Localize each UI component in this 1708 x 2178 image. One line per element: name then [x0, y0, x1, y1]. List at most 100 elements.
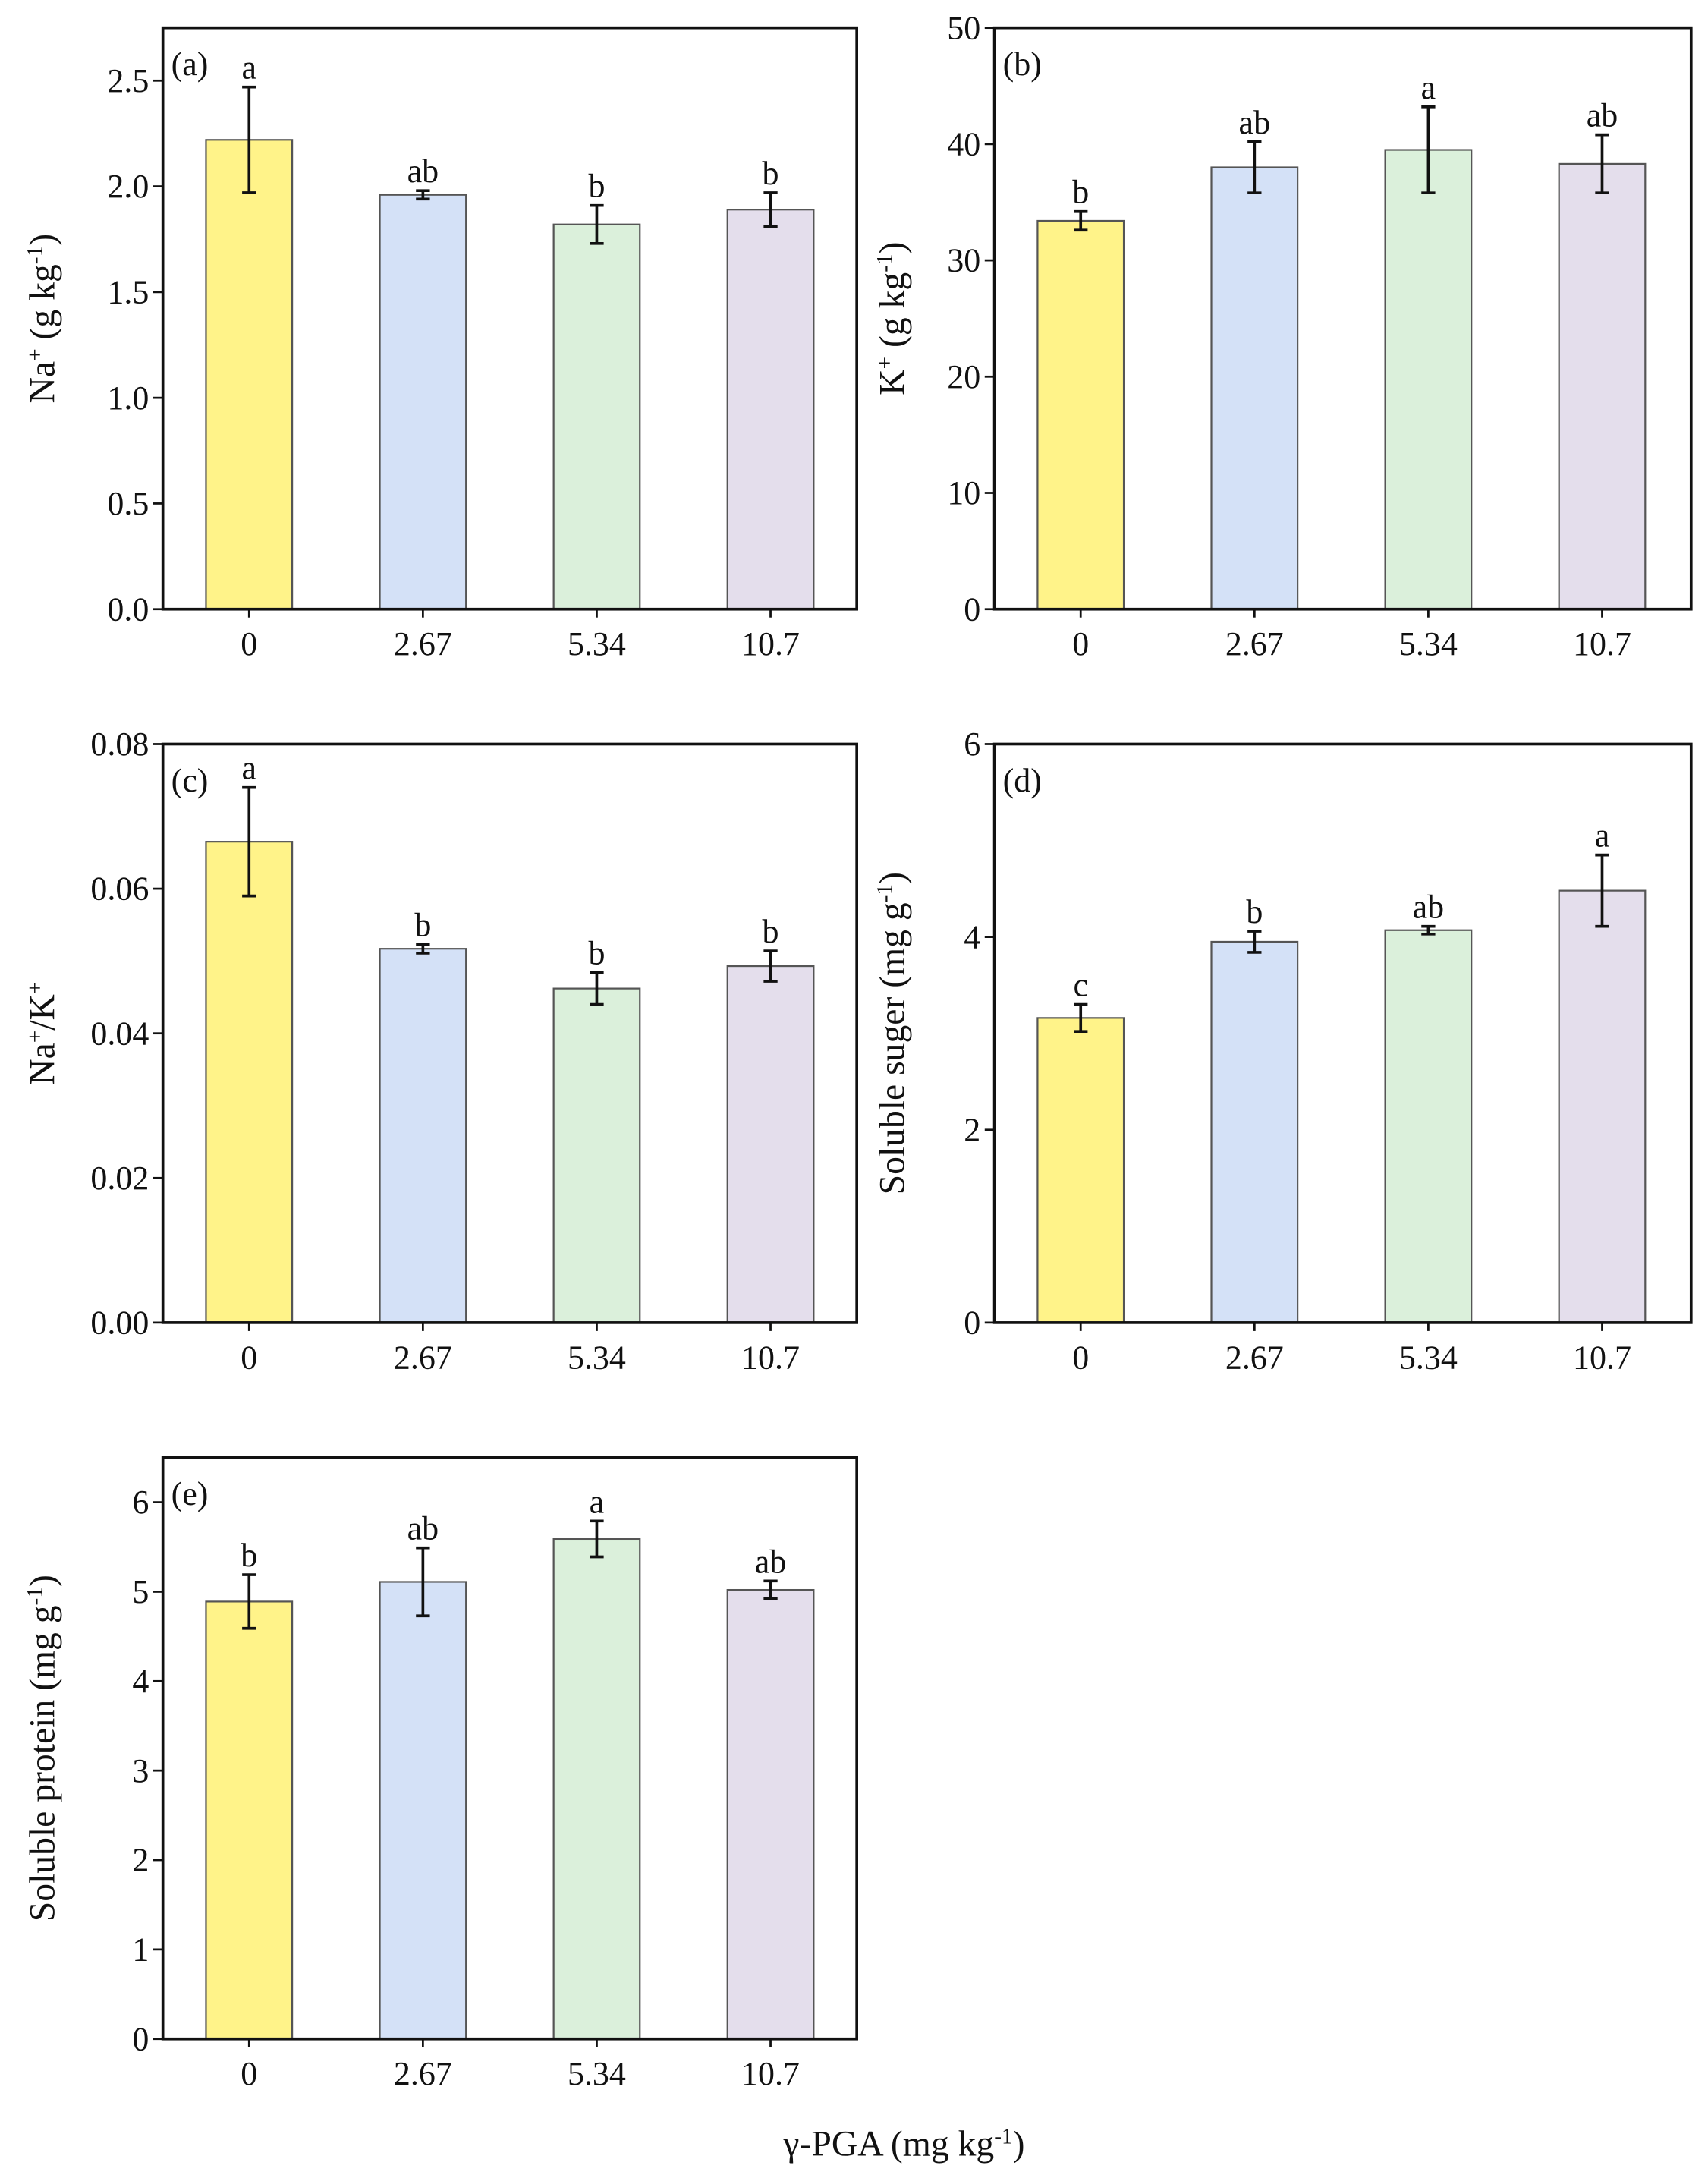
y-tick-label: 2: [964, 1111, 980, 1148]
label-part: (g kg: [873, 272, 912, 357]
y-axis-label: Na+ (g kg-1): [24, 234, 63, 404]
superscript: -1: [24, 1587, 48, 1605]
x-tick-label: 2.67: [1225, 1339, 1284, 1376]
y-tick-label: 30: [947, 242, 980, 279]
x-tick-label: 5.34: [568, 1339, 626, 1376]
y-tick-label: 3: [132, 1752, 149, 1789]
y-tick-label: 1: [132, 1931, 149, 1969]
y-tick-label: 5: [132, 1573, 149, 1610]
significance-letter: c: [1073, 967, 1088, 1004]
panel-d: c 0 b 2.67 ab 5.34 a 10.7 0 2 4 6 (d) Soluble suger (…: [873, 725, 1693, 1376]
significance-letter: ab: [407, 1510, 439, 1547]
label-part: K: [873, 369, 912, 395]
x-tick-label: 10.7: [1573, 625, 1631, 663]
superscript: +: [24, 982, 48, 995]
y-tick-label: 4: [132, 1663, 149, 1700]
x-tick-label: 0: [1072, 1339, 1089, 1376]
bar: [205, 841, 294, 1323]
bar: [379, 948, 467, 1323]
label-part: ): [873, 241, 912, 253]
bar: [726, 965, 815, 1323]
bar: [552, 1538, 641, 2040]
y-tick-label: 20: [947, 358, 980, 395]
bar: [1558, 162, 1647, 610]
y-tick-label: 6: [964, 725, 980, 763]
x-tick-label: 5.34: [568, 2055, 626, 2092]
plot-frame: [161, 742, 858, 1324]
x-axis-label: γ-PGA (mg kg-1): [782, 2125, 1024, 2164]
label-part: ): [24, 1575, 63, 1587]
panel-c: a 0 b 2.67 b 5.34 b 10.7 0.00 0.02 0.04 0.06 0.08 (c)…: [24, 725, 858, 1376]
y-axis-label: Na+/K+: [24, 982, 63, 1085]
bar: [379, 194, 467, 610]
significance-letter: ab: [1239, 104, 1271, 141]
y-tick-label: 0.00: [90, 1305, 149, 1342]
y-tick-label: 2: [132, 1842, 149, 1879]
y-tick-label: 0.06: [90, 870, 149, 908]
y-tick-label: 0.5: [107, 485, 149, 522]
plot-frame: [161, 26, 858, 611]
y-axis-label: Soluble suger (mg g-1): [873, 872, 912, 1194]
bar: [1036, 219, 1125, 610]
significance-letter: ab: [407, 153, 439, 190]
significance-letter: b: [241, 1537, 257, 1574]
plot-frame: [992, 742, 1693, 1324]
bar: [1036, 1017, 1125, 1323]
x-tick-label: 5.34: [1399, 1339, 1458, 1376]
significance-letter: b: [1072, 174, 1089, 211]
plot-frame: [161, 1456, 858, 2041]
y-tick-label: 0.08: [90, 725, 149, 763]
y-tick-label: 2.5: [107, 62, 149, 99]
bar: [1384, 929, 1473, 1323]
bar: [1384, 149, 1473, 610]
significance-letter: b: [414, 906, 431, 943]
y-axis-label: K+ (g kg-1): [873, 241, 912, 395]
x-tick-label: 2.67: [394, 1339, 452, 1376]
bar: [1210, 166, 1299, 610]
panel-a: a 0 ab 2.67 b 5.34 b 10.7 0.0 0.5 1.0 1.5 2.0 2.5 (a) N…: [24, 26, 858, 663]
label-part: ): [24, 234, 63, 246]
panel-label: (a): [171, 46, 209, 83]
y-tick-label: 0: [964, 1305, 980, 1342]
x-tick-label: 10.7: [1573, 1339, 1631, 1376]
y-tick-label: 1.0: [107, 379, 149, 417]
significance-letter: b: [1246, 893, 1263, 930]
y-tick-label: 0.04: [90, 1015, 149, 1052]
significance-letter: ab: [755, 1543, 786, 1580]
x-tick-label: 10.7: [741, 1339, 800, 1376]
label-part: (g kg: [24, 264, 63, 348]
superscript: +: [24, 1031, 48, 1043]
significance-letter: b: [763, 155, 779, 192]
label-part: ): [1013, 2125, 1025, 2164]
bar: [379, 1581, 467, 2040]
y-tick-label: 2.0: [107, 168, 149, 205]
y-tick-label: 4: [964, 918, 980, 955]
y-tick-label: 0.0: [107, 590, 149, 628]
bar: [552, 223, 641, 610]
panel-label: (c): [171, 762, 209, 799]
plot-frame: [992, 26, 1693, 611]
y-tick-label: 0.02: [90, 1160, 149, 1197]
significance-letter: ab: [1413, 889, 1444, 926]
label-part: ): [873, 872, 912, 884]
bar: [726, 1588, 815, 2040]
superscript: -1: [873, 253, 897, 272]
x-tick-label: 2.67: [394, 2055, 452, 2092]
label-part: Soluble protein (mg g: [24, 1605, 63, 1921]
label-part: /K: [24, 994, 63, 1031]
significance-letter: b: [763, 913, 779, 950]
y-axis-label: Soluble protein (mg g-1): [24, 1575, 63, 1921]
x-tick-label: 5.34: [1399, 625, 1458, 663]
y-tick-label: 1.5: [107, 274, 149, 311]
bar: [205, 139, 294, 610]
panel-b: b 0 ab 2.67 a 5.34 ab 10.7 0 10 20 30 40 50 (b) K+ (g k…: [873, 9, 1693, 663]
x-tick-label: 0: [241, 1339, 257, 1376]
significance-letter: a: [1595, 817, 1610, 855]
x-tick-label: 10.7: [741, 625, 800, 663]
y-tick-label: 50: [947, 9, 980, 46]
bar: [1210, 940, 1299, 1323]
x-tick-label: 10.7: [741, 2055, 800, 2092]
bar: [205, 1600, 294, 2040]
y-tick-label: 0: [964, 590, 980, 628]
x-tick-label: 0: [241, 625, 257, 663]
